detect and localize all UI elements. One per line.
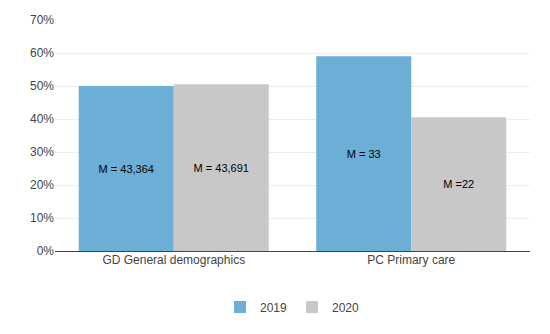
svg-text:GD General demographics: GD General demographics: [102, 253, 245, 267]
svg-text:PC Primary care: PC Primary care: [367, 253, 455, 267]
svg-text:M =22: M =22: [443, 178, 474, 190]
svg-text:2020: 2020: [332, 301, 359, 315]
svg-text:2019: 2019: [260, 301, 287, 315]
svg-text:M = 33: M = 33: [347, 148, 381, 160]
svg-text:60%: 60%: [30, 46, 54, 60]
svg-text:70%: 70%: [30, 13, 54, 27]
svg-text:50%: 50%: [30, 79, 54, 93]
svg-text:30%: 30%: [30, 145, 54, 159]
svg-text:M = 43,691: M = 43,691: [194, 162, 249, 174]
svg-text:0%: 0%: [37, 244, 55, 258]
svg-text:10%: 10%: [30, 211, 54, 225]
svg-text:20%: 20%: [30, 178, 54, 192]
svg-text:40%: 40%: [30, 112, 54, 126]
svg-text:M = 43,364: M = 43,364: [99, 163, 154, 175]
